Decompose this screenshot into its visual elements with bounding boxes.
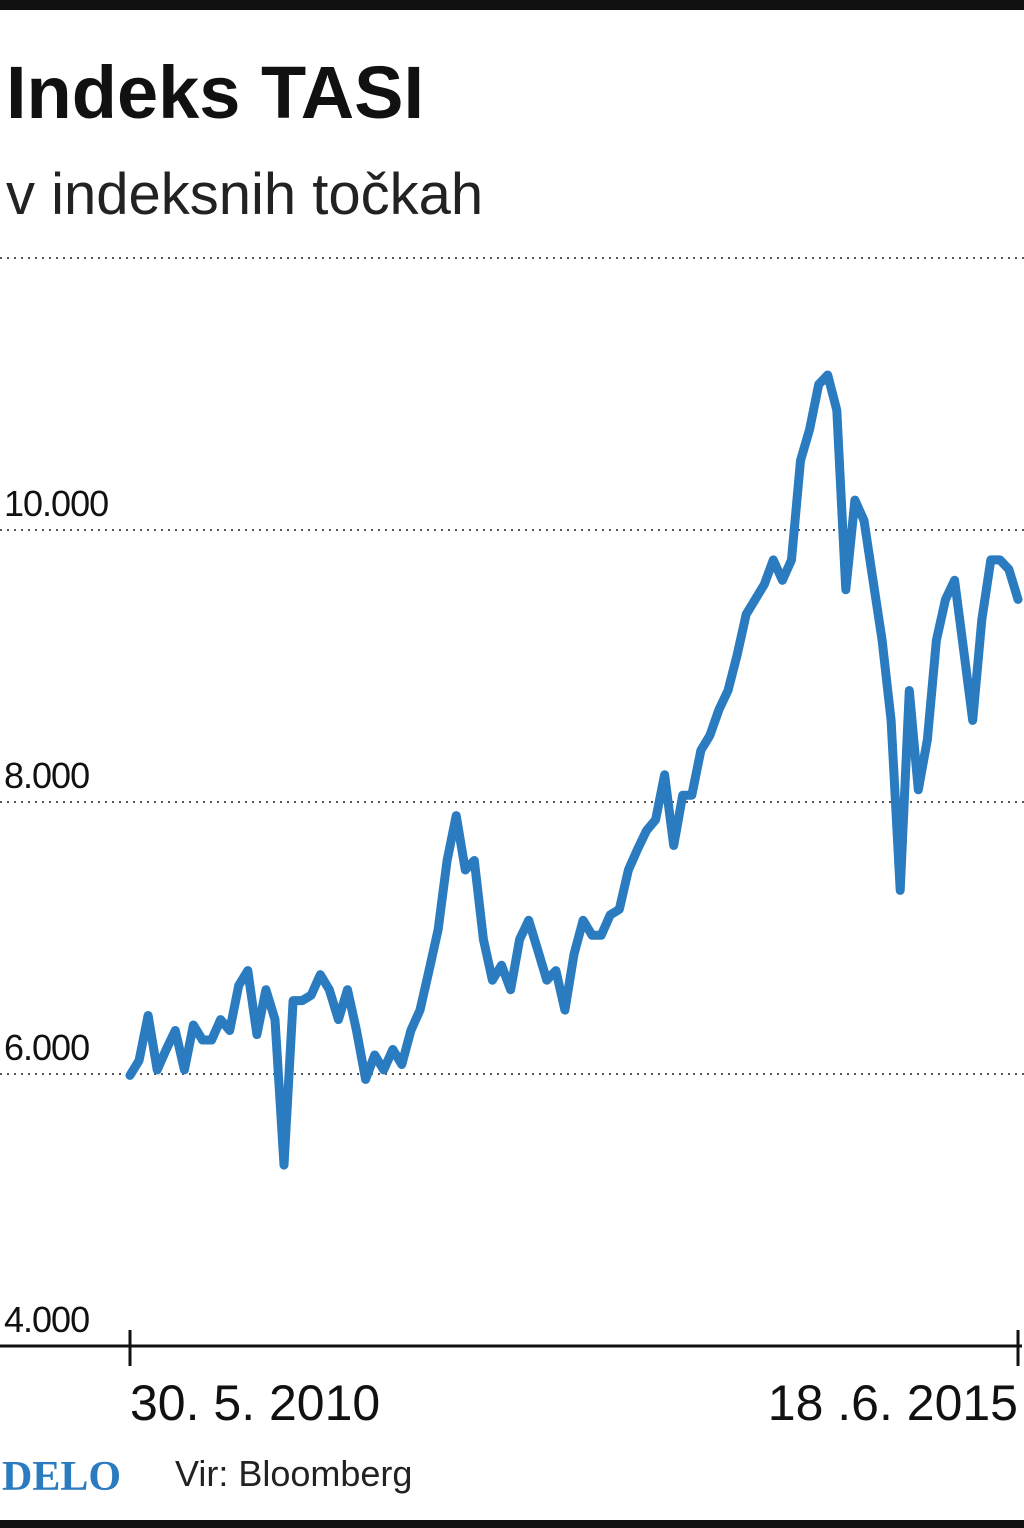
x-tick-label: 30. 5. 2010 (130, 1375, 380, 1431)
y-tick-label: 6.000 (4, 1027, 89, 1068)
chart-subtitle: v indeksnih točkah (6, 162, 483, 227)
top-bar (0, 0, 1024, 10)
chart-title: Indeks TASI (6, 51, 424, 134)
y-tick-label: 8.000 (4, 755, 89, 796)
y-tick-label: 10.000 (4, 483, 108, 524)
data-line (125, 370, 1023, 1170)
source-note: Vir: Bloomberg (175, 1453, 412, 1494)
publisher-logo: DELO (2, 1454, 121, 1500)
y-tick-label: 4.000 (4, 1299, 89, 1340)
bottom-bar (0, 1520, 1024, 1528)
x-tick-label: 18 .6. 2015 (768, 1375, 1018, 1431)
